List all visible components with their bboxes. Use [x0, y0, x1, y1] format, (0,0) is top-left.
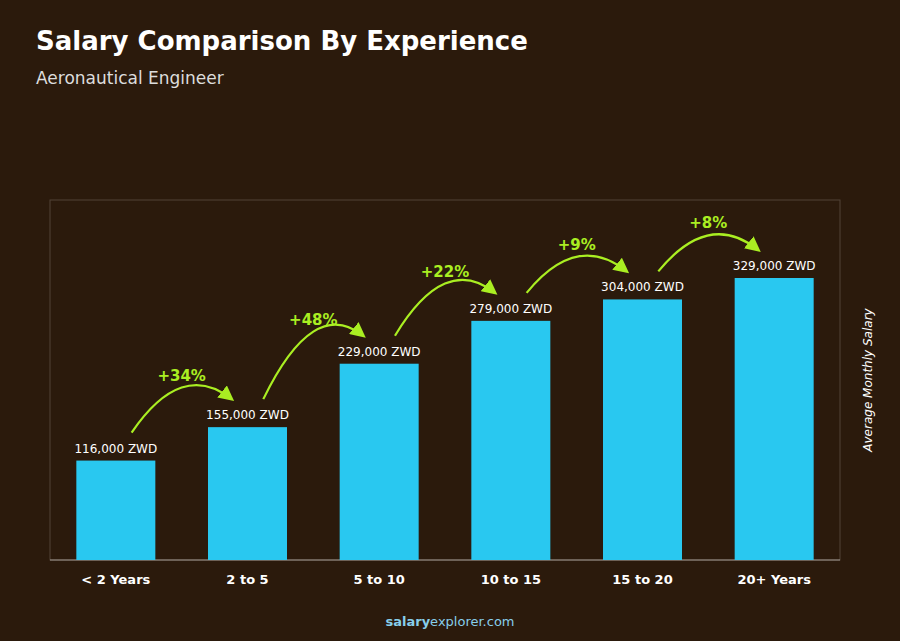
x-tick-label: 10 to 15: [481, 572, 541, 587]
x-tick-label: 2 to 5: [226, 572, 268, 587]
data-label: 229,000 ZWD: [338, 345, 421, 359]
change-arrow: [263, 325, 363, 400]
footer-part: salary: [385, 614, 430, 629]
data-label: 304,000 ZWD: [601, 280, 684, 294]
bars: [76, 278, 813, 560]
data-label: 279,000 ZWD: [469, 302, 552, 316]
change-arrow: [527, 256, 627, 293]
baseline: [50, 560, 840, 561]
bar: [340, 364, 419, 560]
annotation: +48%: [289, 311, 337, 329]
x-tick-label: < 2 Years: [81, 572, 150, 587]
x-tick-label: 15 to 20: [612, 572, 672, 587]
x-tick-label: 5 to 10: [353, 572, 404, 587]
bar: [208, 427, 287, 560]
title: Salary Comparison By Experience: [36, 26, 528, 56]
change-arrow: [132, 385, 232, 433]
change-arrow: [395, 280, 495, 336]
page: {"chart_data": { "type": "bar", "title":…: [0, 0, 900, 641]
y-axis-label: Average Monthly Salary: [861, 307, 875, 452]
chart: Salary Comparison By Experience Aeronauti…: [0, 0, 900, 641]
x-tick-label: 20+ Years: [737, 572, 811, 587]
data-label: 329,000 ZWD: [733, 259, 816, 273]
subtitle: Aeronautical Engineer: [36, 68, 224, 88]
data-label: 155,000 ZWD: [206, 408, 289, 422]
plot-frame: [50, 200, 840, 560]
bar: [603, 299, 682, 560]
bar: [735, 278, 814, 560]
footer: salaryexplorer.com: [385, 614, 514, 629]
bar: [76, 461, 155, 560]
annotation: +8%: [689, 214, 727, 232]
change-arrow: [658, 234, 758, 271]
bar: [471, 321, 550, 560]
footer-part: explorer.com: [430, 614, 514, 629]
data-label: 116,000 ZWD: [74, 442, 157, 456]
annotation: +22%: [421, 263, 469, 281]
annotation: +9%: [558, 236, 596, 254]
annotation: +34%: [157, 367, 205, 385]
